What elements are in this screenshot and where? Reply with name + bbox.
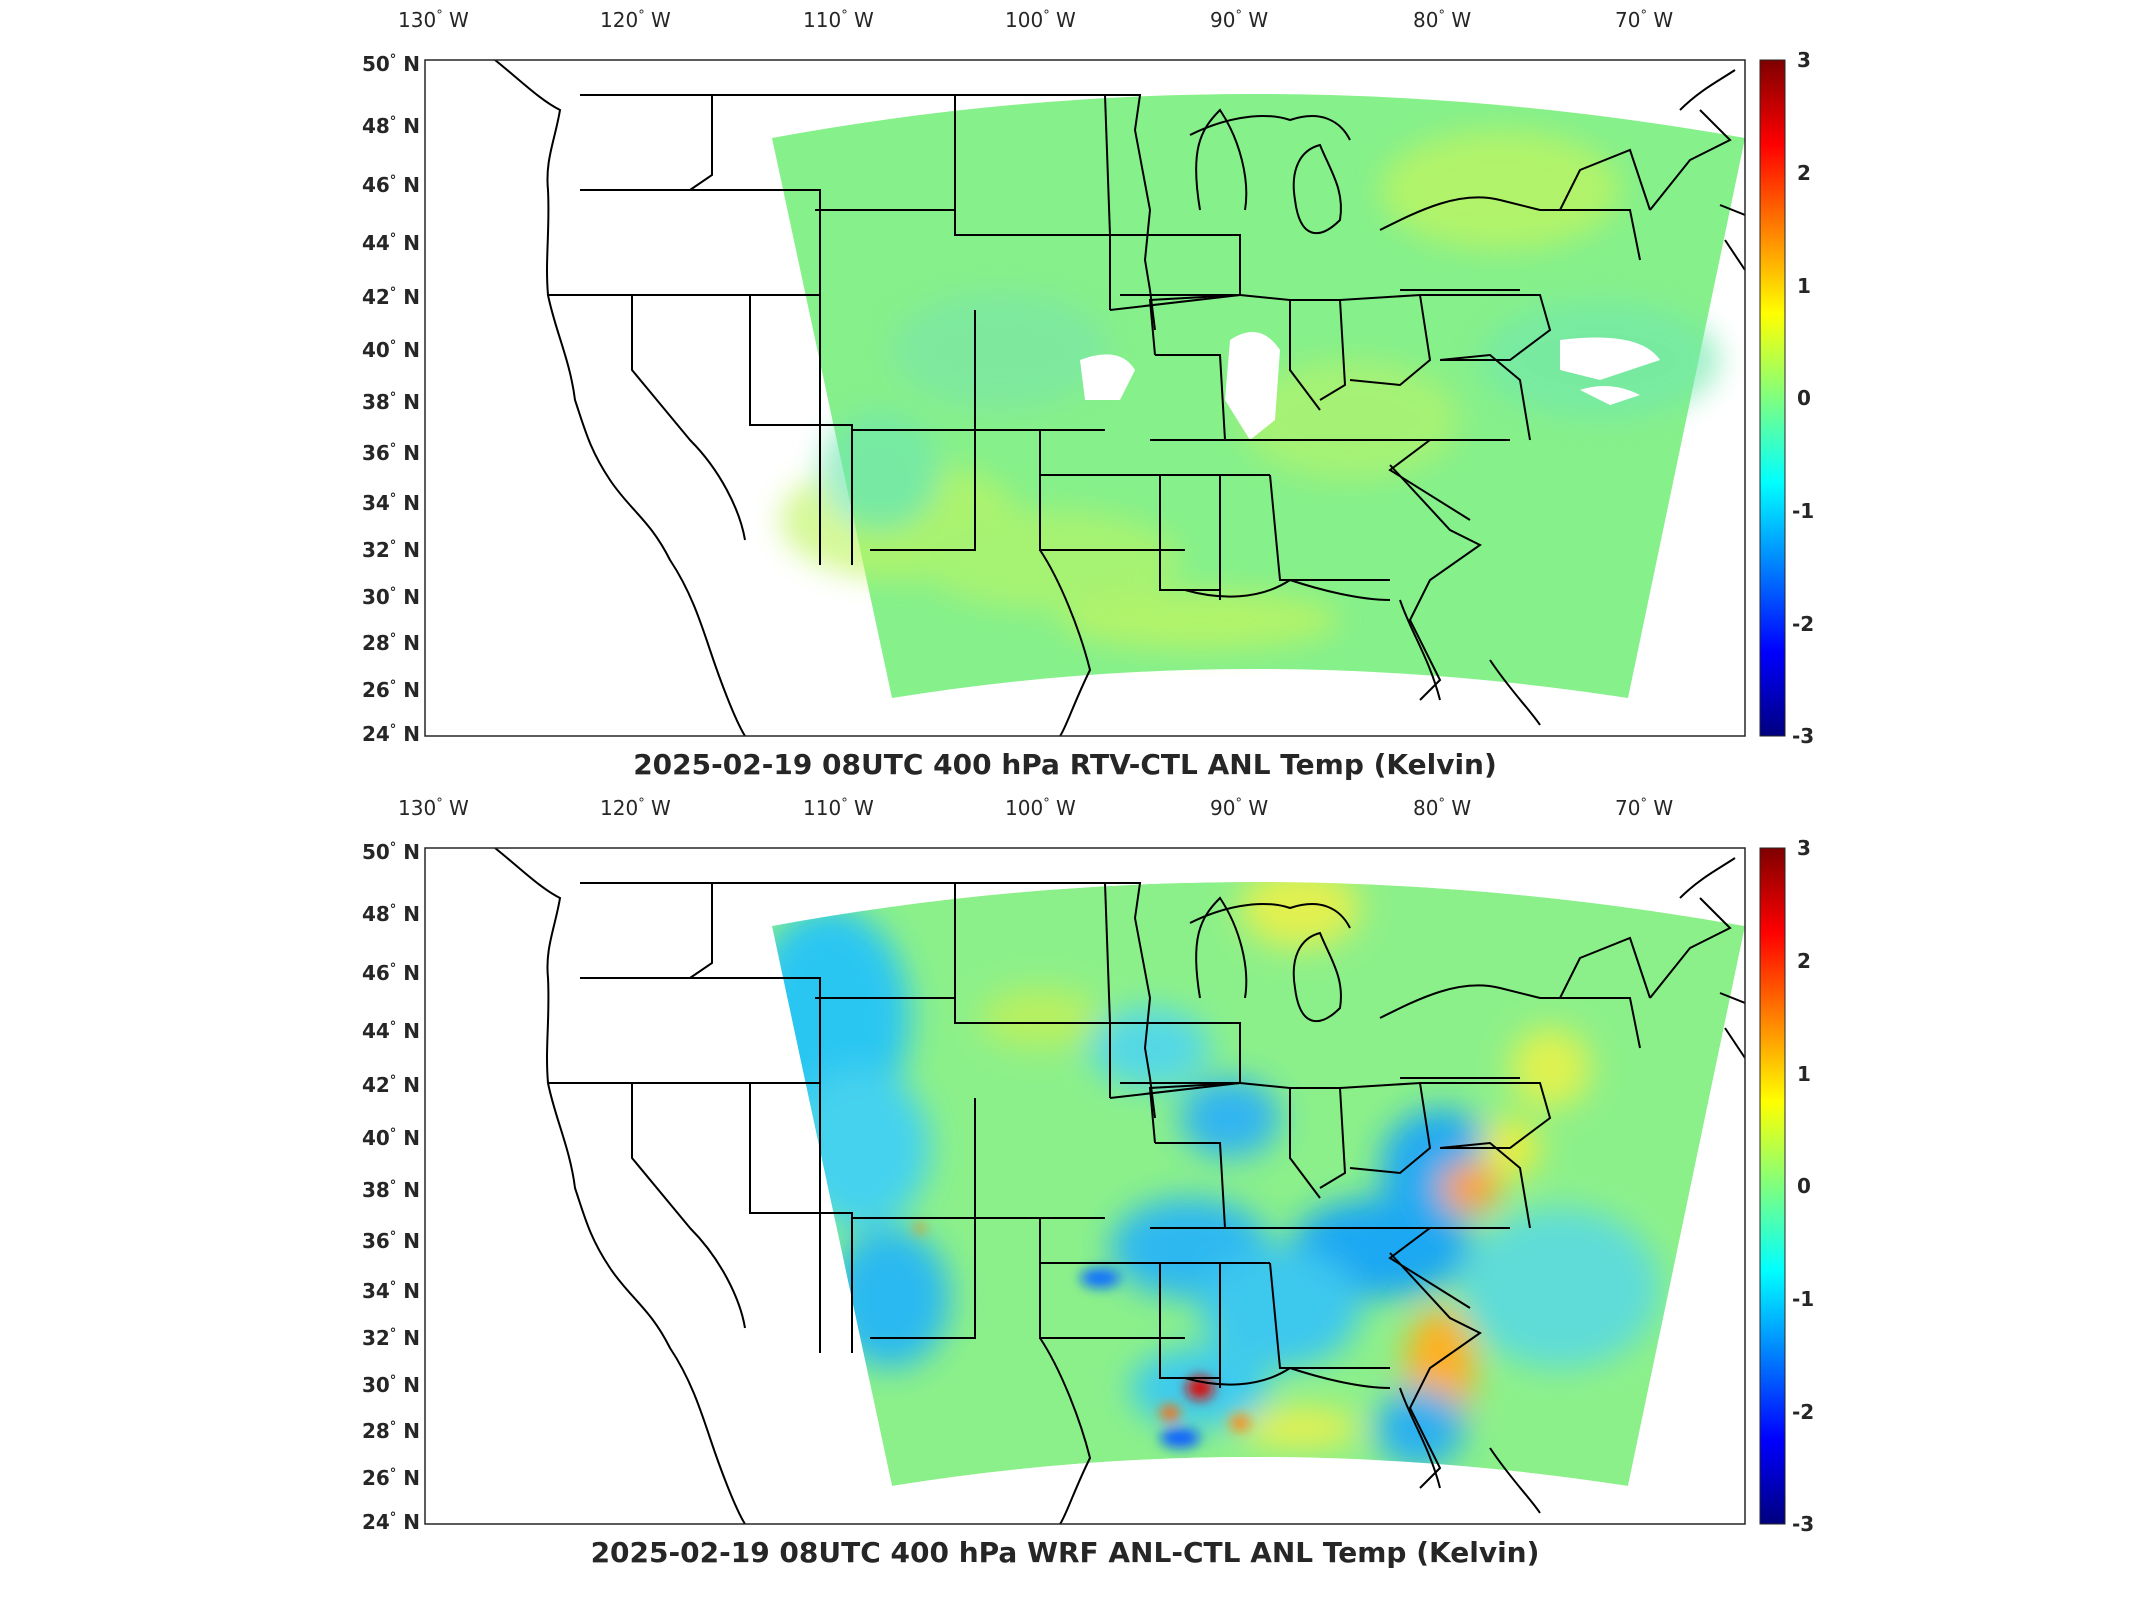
- panel-wrf: 130° W 120° W 110° W 100° W 90° W 80° W …: [0, 788, 2133, 1588]
- colorbar-tick: 3: [1797, 836, 1811, 860]
- panel-title: 2025-02-19 08UTC 400 hPa WRF ANL-CTL ANL…: [590, 1536, 1540, 1569]
- panel-title: 2025-02-19 08UTC 400 hPa RTV-CTL ANL Tem…: [633, 748, 1497, 781]
- lon-label: 130° W: [398, 8, 469, 32]
- map-wrf: [424, 847, 1786, 1525]
- lon-label: 80° W: [1413, 796, 1472, 820]
- lat-label: 50° N: [361, 52, 420, 76]
- lat-label: 48° N: [361, 114, 420, 138]
- map-frame: [424, 59, 1746, 737]
- lat-label: 26° N: [361, 678, 420, 702]
- lat-label: 46° N: [361, 173, 420, 197]
- lon-label: 100° W: [1005, 796, 1076, 820]
- lat-label: 36° N: [361, 441, 420, 465]
- colorbar-tick: 3: [1797, 48, 1811, 72]
- panel-rtv: 130° W 120° W 110° W 100° W 90° W 80° W …: [361, 8, 1815, 781]
- lat-label: 30° N: [361, 585, 420, 609]
- lat-label: 24° N: [361, 1510, 420, 1534]
- lat-label: 28° N: [361, 631, 420, 655]
- lon-label: 70° W: [1615, 8, 1674, 32]
- lat-label: 42° N: [361, 285, 420, 309]
- lat-label: 40° N: [361, 338, 420, 362]
- colorbar: [1759, 847, 1786, 1525]
- colorbar-tick: 0: [1797, 1174, 1811, 1198]
- lat-label: 40° N: [361, 1126, 420, 1150]
- lon-label: 110° W: [803, 796, 874, 820]
- lat-label: 28° N: [361, 1419, 420, 1443]
- map-rtv: [424, 59, 1786, 737]
- lat-label: 50° N: [361, 840, 420, 864]
- lat-label: 32° N: [361, 1326, 420, 1350]
- state-boundaries: [494, 60, 1745, 736]
- lon-label: 80° W: [1413, 8, 1472, 32]
- colorbar-tick: -1: [1792, 1287, 1815, 1311]
- colorbar-tick: -2: [1792, 1400, 1815, 1424]
- lon-label: 130° W: [398, 796, 469, 820]
- lat-label: 38° N: [361, 1178, 420, 1202]
- colorbar-tick: -3: [1792, 1512, 1815, 1536]
- lat-label: 38° N: [361, 390, 420, 414]
- lat-label: 42° N: [361, 1073, 420, 1097]
- colorbar-tick: -2: [1792, 612, 1815, 636]
- lon-label: 120° W: [600, 796, 671, 820]
- lat-label: 44° N: [361, 1019, 420, 1043]
- colorbar-tick: 0: [1797, 386, 1811, 410]
- lon-label: 90° W: [1210, 8, 1269, 32]
- lat-label: 26° N: [361, 1466, 420, 1490]
- lat-label: 34° N: [361, 1279, 420, 1303]
- lon-label: 100° W: [1005, 8, 1076, 32]
- colorbar-tick: 1: [1797, 1062, 1811, 1086]
- colorbar-tick: 2: [1797, 161, 1811, 185]
- colorbar: [1759, 59, 1786, 737]
- lon-label: 90° W: [1210, 796, 1269, 820]
- lat-label: 36° N: [361, 1229, 420, 1253]
- colorbar-tick: -3: [1792, 724, 1815, 748]
- lat-label: 48° N: [361, 902, 420, 926]
- lat-label: 34° N: [361, 491, 420, 515]
- lat-label: 32° N: [361, 538, 420, 562]
- lon-label: 70° W: [1615, 796, 1674, 820]
- map-frame: [424, 847, 1746, 1525]
- lon-label: 110° W: [803, 8, 874, 32]
- lat-label: 44° N: [361, 231, 420, 255]
- state-boundaries: [494, 848, 1745, 1524]
- colorbar-tick: 2: [1797, 949, 1811, 973]
- lat-label: 30° N: [361, 1373, 420, 1397]
- colorbar-tick: 1: [1797, 274, 1811, 298]
- lon-label: 120° W: [600, 8, 671, 32]
- lat-label: 46° N: [361, 961, 420, 985]
- colorbar-tick: -1: [1792, 499, 1815, 523]
- lat-label: 24° N: [361, 722, 420, 746]
